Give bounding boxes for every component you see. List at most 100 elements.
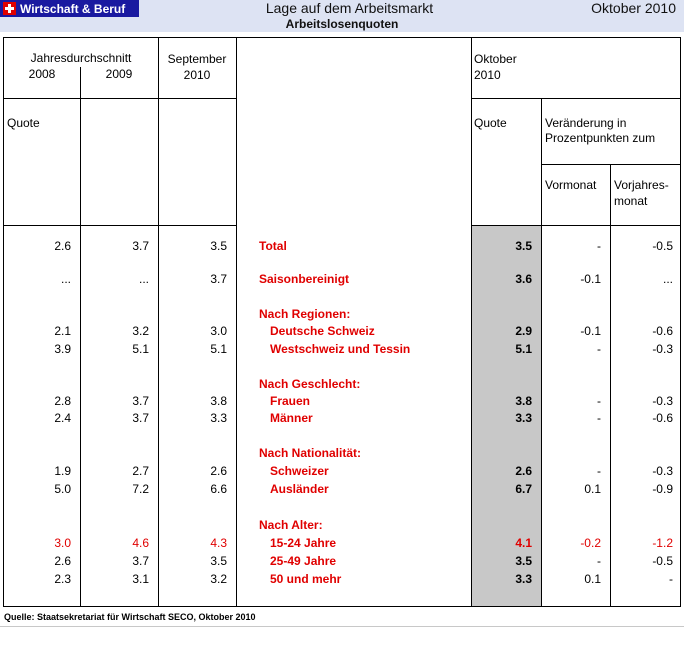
brand-label: Wirtschaft & Beruf: [20, 1, 126, 16]
divider: [4, 225, 236, 226]
brand: Wirtschaft & Beruf: [0, 0, 139, 17]
cell-vm: -0.2: [580, 536, 601, 550]
cell-vj: -0.9: [652, 482, 673, 496]
row-label: Frauen: [270, 394, 311, 408]
cell-sep: 3.2: [210, 572, 227, 586]
cell-oct: 6.7: [515, 482, 532, 496]
cell-v2009: 4.6: [132, 536, 149, 550]
cell-vm: -0.1: [580, 324, 601, 338]
row-label: Nach Geschlecht:: [259, 377, 361, 391]
cell-vj: -: [669, 572, 673, 586]
cell-sep: 6.6: [210, 482, 227, 496]
divider: [158, 38, 159, 606]
row-label: Saisonbereinigt: [259, 272, 350, 286]
cell-v2009: 3.7: [132, 239, 149, 253]
header-annual-average: Jahresdurchschnitt: [30, 51, 132, 65]
cell-sep: 2.6: [210, 464, 227, 478]
table-subtitle: Arbeitslosenquoten: [0, 17, 684, 32]
header-vorjahr-line1: Vorjahres-: [614, 178, 669, 192]
row-label: Westschweiz und Tessin: [270, 342, 411, 356]
header-quote-left: Quote: [7, 116, 40, 130]
header-2009: 2009: [105, 67, 133, 81]
cell-sep: 5.1: [210, 342, 227, 356]
cell-vm: -0.1: [580, 272, 601, 286]
cell-vm: -: [597, 554, 601, 568]
cell-v2009: ...: [138, 272, 149, 286]
cell-vm: -: [597, 394, 601, 408]
divider: [471, 38, 472, 606]
top-bar: Wirtschaft & Beruf Lage auf dem Arbeitsm…: [0, 0, 684, 17]
header-vorjahr-line2: monat: [614, 194, 648, 208]
cell-v2009: 2.7: [132, 464, 149, 478]
cell-sep: 3.3: [210, 411, 227, 425]
cell-v2008: 2.3: [54, 572, 71, 586]
header-october: Oktober: [474, 52, 517, 66]
header-change-line2: Prozentpunkten zum: [545, 131, 656, 145]
cell-v2009: 3.2: [132, 324, 149, 338]
divider: [541, 164, 681, 165]
cell-v2008: 2.6: [54, 239, 71, 253]
cell-vj: -0.6: [652, 324, 673, 338]
cell-oct: 3.6: [515, 272, 532, 286]
cell-vj: -0.3: [652, 342, 673, 356]
cell-vm: -: [597, 342, 601, 356]
row-label: Schweizer: [270, 464, 329, 478]
row-label: Nach Nationalität:: [259, 446, 362, 460]
cell-oct: 4.1: [515, 536, 532, 550]
row-label: Nach Regionen:: [259, 307, 351, 321]
cell-vm: -: [597, 239, 601, 253]
cell-oct: 3.5: [515, 239, 532, 253]
cell-v2008: 5.0: [54, 482, 71, 496]
cell-vj: ...: [662, 272, 673, 286]
cell-oct: 3.3: [515, 572, 532, 586]
row-label: Deutsche Schweiz: [270, 324, 375, 338]
row-label: Männer: [270, 411, 313, 425]
cell-sep: 3.5: [210, 554, 227, 568]
cell-vj: -0.5: [652, 239, 673, 253]
row-label: 50 und mehr: [270, 572, 342, 586]
divider: [471, 225, 681, 226]
cell-v2008: 2.1: [54, 324, 71, 338]
header-september-year: 2010: [183, 68, 211, 82]
cell-v2009: 3.1: [132, 572, 149, 586]
divider: [610, 164, 611, 606]
row-label: 25-49 Jahre: [270, 554, 337, 568]
row-label: 15-24 Jahre: [270, 536, 337, 550]
cell-vm: -: [597, 411, 601, 425]
cell-oct: 3.5: [515, 554, 532, 568]
cell-v2008: 3.9: [54, 342, 71, 356]
cell-sep: 3.5: [210, 239, 227, 253]
divider: [236, 38, 237, 606]
cell-vm: -: [597, 464, 601, 478]
header-september: September: [167, 52, 227, 66]
row-label: Ausländer: [270, 482, 329, 496]
cell-v2009: 7.2: [132, 482, 149, 496]
cell-sep: 3.0: [210, 324, 227, 338]
header-october-year: 2010: [474, 68, 501, 82]
cell-v2008: 2.8: [54, 394, 71, 408]
cell-sep: 3.7: [210, 272, 227, 286]
cell-v2009: 3.7: [132, 411, 149, 425]
cell-sep: 4.3: [210, 536, 227, 550]
divider: [471, 98, 681, 99]
divider: [80, 67, 81, 606]
cell-vj: -0.6: [652, 411, 673, 425]
row-label: Nach Alter:: [259, 518, 323, 532]
cell-vj: -1.2: [652, 536, 673, 550]
source-note: Quelle: Staatsekretariat für Wirtschaft …: [4, 612, 256, 622]
header-2008: 2008: [28, 67, 56, 81]
header-quote-right: Quote: [474, 116, 507, 130]
cell-vj: -0.5: [652, 554, 673, 568]
cell-sep: 3.8: [210, 394, 227, 408]
cell-vm: 0.1: [584, 572, 601, 586]
cell-oct: 5.1: [515, 342, 532, 356]
cell-vm: 0.1: [584, 482, 601, 496]
divider: [541, 98, 542, 606]
cell-v2009: 3.7: [132, 394, 149, 408]
cell-oct: 3.3: [515, 411, 532, 425]
current-month-highlight: [472, 226, 541, 606]
page-title: Lage auf dem Arbeitsmarkt: [139, 0, 560, 17]
cell-v2008: 3.0: [54, 536, 71, 550]
cell-vj: -0.3: [652, 394, 673, 408]
cell-v2008: 2.6: [54, 554, 71, 568]
